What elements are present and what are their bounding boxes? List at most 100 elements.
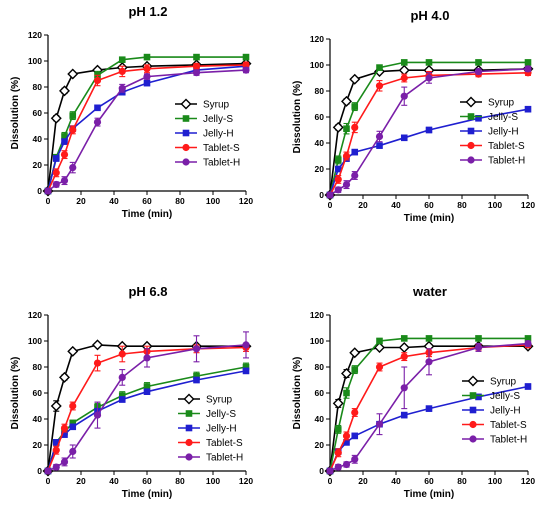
- data-point: [61, 133, 68, 140]
- legend-marker: [182, 158, 190, 166]
- chart-panel-2: pH 4.0 0 20 40 60 80 100 120 0 20 40 60 80 100 120 Time…: [292, 8, 535, 224]
- data-point: [334, 426, 342, 433]
- data-point: [67, 68, 79, 80]
- legend-item-tablet-s: Tablet-S: [178, 438, 243, 449]
- x-tick-label: 0: [328, 200, 333, 210]
- data-point: [400, 411, 408, 419]
- data-point: [425, 358, 433, 366]
- chart-title: pH 1.2: [128, 4, 167, 19]
- data-point: [400, 92, 408, 100]
- x-tick-label: 120: [521, 200, 535, 210]
- data-point: [61, 138, 68, 145]
- data-point: [474, 343, 483, 352]
- legend-item-jelly-s: Jelly-S: [462, 391, 520, 402]
- data-point: [376, 142, 383, 149]
- data-point: [59, 85, 70, 97]
- data-point: [242, 61, 250, 69]
- data-point: [375, 363, 384, 371]
- data-point: [374, 342, 385, 353]
- legend-marker: [469, 406, 477, 414]
- data-point: [192, 69, 201, 77]
- series-tablet-s: [44, 343, 250, 475]
- data-point: [524, 340, 532, 348]
- data-point: [69, 402, 77, 410]
- data-point: [242, 367, 250, 375]
- x-axis-label: Time (min): [404, 213, 454, 224]
- legend-item-jelly-s: Jelly-S: [460, 112, 518, 123]
- x-tick-label: 40: [391, 200, 401, 210]
- x-tick-label: 120: [239, 196, 253, 206]
- legend-label: Jelly-H: [203, 129, 234, 140]
- data-point: [118, 56, 126, 63]
- x-tick-label: 0: [46, 476, 51, 486]
- data-point: [474, 67, 483, 76]
- data-point: [342, 152, 351, 160]
- data-point: [192, 345, 201, 353]
- legend-item-jelly-h: Jelly-H: [175, 129, 234, 140]
- legend-label: Tablet-S: [490, 420, 527, 431]
- data-point: [425, 59, 433, 66]
- legend-marker: [182, 129, 190, 137]
- data-point: [332, 121, 344, 133]
- data-point: [351, 366, 359, 373]
- y-tick-label: 60: [315, 388, 325, 398]
- data-point: [351, 123, 359, 131]
- legend-item-jelly-h: Jelly-H: [462, 406, 521, 417]
- data-point: [425, 335, 433, 342]
- legend-item-tablet-h: Tablet-H: [178, 453, 243, 464]
- legend-label: Syrup: [203, 100, 230, 111]
- x-tick-label: 120: [239, 476, 253, 486]
- legend-marker: [182, 143, 190, 152]
- data-point: [52, 180, 60, 189]
- data-point: [334, 463, 342, 471]
- legend-marker: [185, 453, 193, 461]
- data-point: [351, 455, 359, 463]
- legend-label: Jelly-H: [488, 127, 519, 138]
- y-tick-label: 40: [33, 134, 43, 144]
- y-tick-label: 20: [315, 164, 325, 174]
- data-point: [351, 148, 359, 156]
- data-point: [349, 347, 361, 359]
- x-tick-label: 20: [76, 196, 86, 206]
- data-point: [60, 424, 69, 432]
- data-point: [59, 371, 70, 383]
- y-tick-label: 80: [315, 86, 325, 96]
- chart-panel-4: water 0 20 40 60 80 100 120 0 20 40 60 80 100 120 Time …: [292, 284, 535, 500]
- data-point: [44, 467, 52, 475]
- y-tick-label: 0: [319, 190, 324, 200]
- data-point: [242, 66, 250, 74]
- x-tick-label: 60: [424, 476, 434, 486]
- x-tick-label: 100: [206, 476, 220, 486]
- y-tick-label: 20: [33, 160, 43, 170]
- y-tick-label: 120: [28, 30, 42, 40]
- data-point: [351, 432, 359, 440]
- data-point: [52, 463, 60, 471]
- x-tick-label: 100: [488, 200, 502, 210]
- legend-marker: [467, 141, 475, 150]
- legend-item-tablet-s: Tablet-S: [462, 420, 527, 431]
- data-point: [400, 59, 408, 66]
- data-point: [143, 383, 151, 390]
- data-point: [242, 53, 250, 61]
- y-tick-label: 0: [37, 186, 42, 196]
- legend-item-jelly-s: Jelly-S: [178, 409, 236, 420]
- y-tick-label: 60: [315, 112, 325, 122]
- y-tick-label: 80: [33, 362, 43, 372]
- x-tick-label: 100: [488, 476, 502, 486]
- legend-label: Tablet-H: [490, 435, 527, 446]
- x-tick-label: 80: [175, 476, 185, 486]
- data-point: [60, 177, 69, 185]
- data-point: [400, 134, 408, 142]
- legend-item-syrup: Syrup: [462, 375, 517, 388]
- legend-item-tablet-s: Tablet-S: [460, 141, 525, 152]
- legend: Syrup Jelly-S Jelly-H Tablet-S Tablet-H: [462, 375, 527, 446]
- legend-label: Syrup: [206, 395, 233, 406]
- y-tick-label: 100: [310, 60, 324, 70]
- x-tick-label: 40: [109, 476, 119, 486]
- legend-item-tablet-h: Tablet-H: [175, 158, 240, 169]
- data-point: [118, 396, 126, 403]
- legend-marker: [467, 113, 475, 120]
- data-point: [52, 155, 60, 162]
- legend-item-syrup: Syrup: [175, 98, 230, 111]
- data-point: [334, 186, 342, 194]
